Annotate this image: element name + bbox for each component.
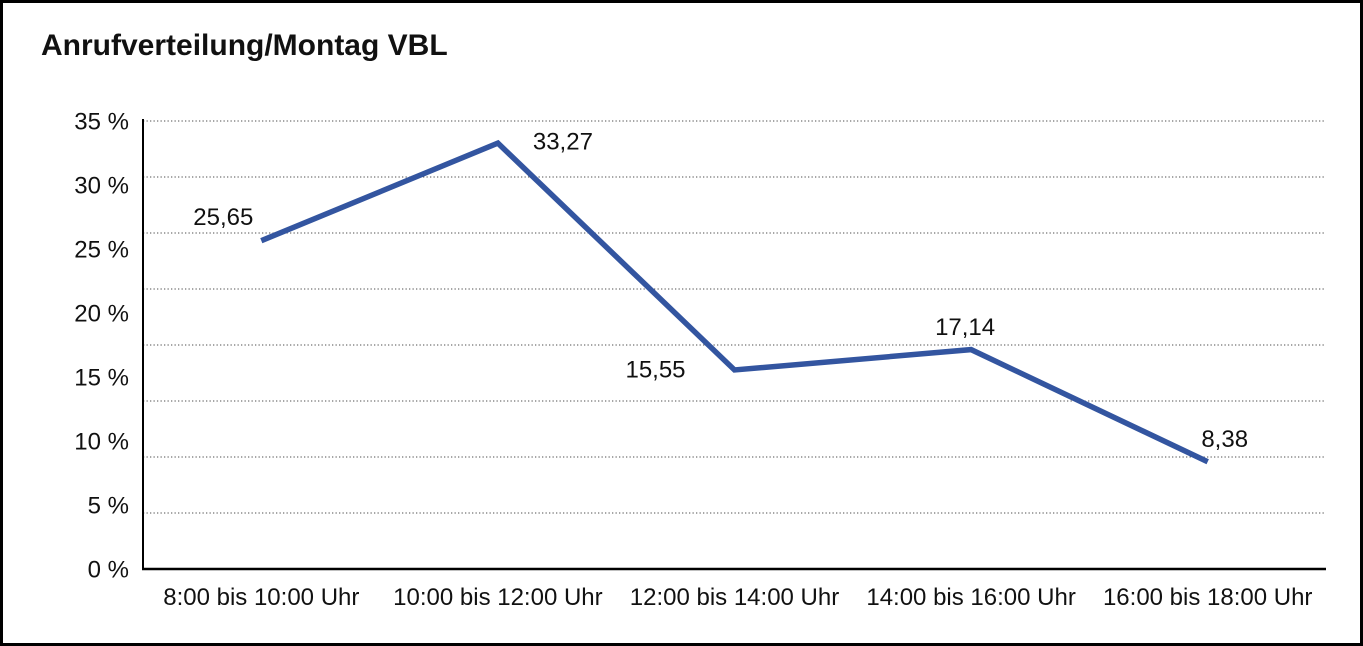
line-chart: 35 % 30 % 25 % 20 % 15 % 10 % 5 % 0 % 8:00 bis 1… bbox=[74, 109, 1326, 611]
y-tick-label: 0 % bbox=[88, 557, 129, 584]
x-category-label: 12:00 bis 14:00 Uhr bbox=[630, 584, 839, 611]
x-category-label: 8:00 bis 10:00 Uhr bbox=[163, 584, 359, 611]
data-line bbox=[260, 139, 1209, 465]
y-tick-label: 25 % bbox=[74, 237, 129, 264]
y-tick-label: 35 % bbox=[74, 109, 129, 136]
x-category-label: 10:00 bis 12:00 Uhr bbox=[393, 584, 602, 611]
data-label: 17,14 bbox=[935, 314, 995, 341]
x-category-label: 16:00 bis 18:00 Uhr bbox=[1103, 584, 1312, 611]
data-label: 25,65 bbox=[193, 204, 253, 231]
chart-title: Anrufverteilung/Montag VBL bbox=[41, 29, 448, 62]
y-tick-label: 15 % bbox=[74, 365, 129, 392]
y-tick-label: 30 % bbox=[74, 173, 129, 200]
y-tick-label: 20 % bbox=[74, 301, 129, 328]
y-tick-label: 5 % bbox=[88, 493, 129, 520]
data-label: 8,38 bbox=[1201, 426, 1248, 453]
data-label: 33,27 bbox=[533, 129, 593, 156]
y-tick-label: 10 % bbox=[74, 429, 129, 456]
data-label: 15,55 bbox=[625, 356, 685, 383]
x-category-label: 14:00 bis 16:00 Uhr bbox=[866, 584, 1075, 611]
